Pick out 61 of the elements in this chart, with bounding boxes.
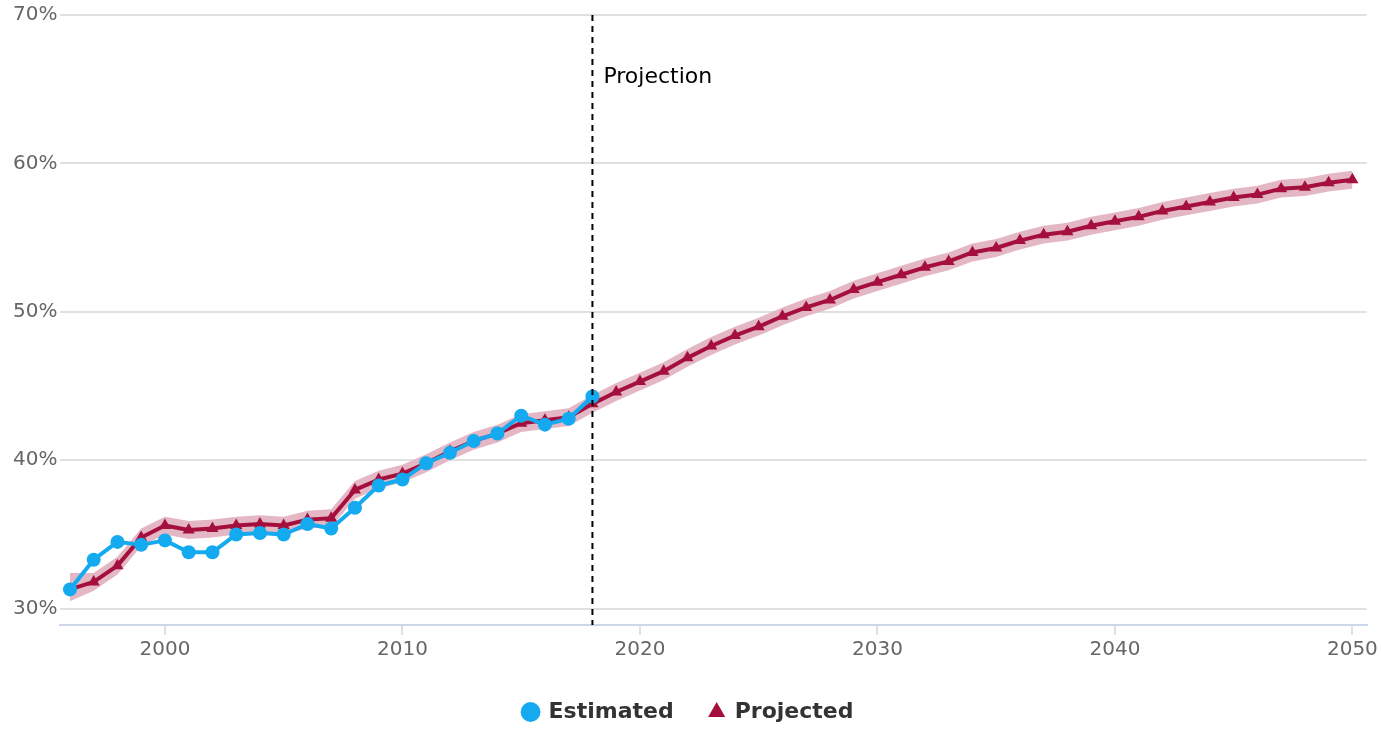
point bbox=[157, 533, 172, 548]
ref-line-label: Projection bbox=[603, 62, 713, 88]
point bbox=[181, 545, 196, 560]
point bbox=[1298, 180, 1311, 191]
point bbox=[134, 537, 149, 552]
point bbox=[206, 521, 219, 533]
point bbox=[371, 478, 386, 493]
point bbox=[1322, 175, 1335, 187]
point bbox=[895, 267, 908, 279]
point bbox=[1132, 209, 1145, 221]
point bbox=[86, 552, 101, 567]
point bbox=[942, 254, 955, 265]
y-tick-label: 30% bbox=[13, 594, 58, 619]
point bbox=[1346, 172, 1359, 184]
point bbox=[1037, 227, 1050, 239]
point bbox=[419, 456, 434, 471]
point bbox=[110, 534, 125, 549]
point bbox=[111, 558, 124, 570]
point bbox=[252, 525, 267, 540]
point bbox=[324, 521, 339, 536]
point bbox=[1275, 181, 1288, 193]
legend-label: Estimated bbox=[548, 697, 674, 723]
x-tick-label: 2020 bbox=[614, 636, 666, 661]
point bbox=[1227, 190, 1240, 202]
point bbox=[537, 417, 552, 432]
point bbox=[1156, 203, 1169, 215]
point bbox=[514, 408, 529, 423]
point bbox=[62, 582, 77, 597]
point bbox=[561, 411, 576, 426]
point bbox=[1180, 199, 1193, 210]
point bbox=[276, 527, 291, 542]
legend-label: Projected bbox=[734, 697, 854, 723]
point bbox=[1108, 214, 1121, 225]
y-tick-label: 40% bbox=[13, 446, 58, 471]
point bbox=[442, 445, 457, 460]
point bbox=[182, 523, 195, 534]
point bbox=[229, 527, 244, 542]
x-tick-label: 2000 bbox=[139, 636, 191, 661]
point bbox=[325, 511, 338, 522]
y-tick-label: 50% bbox=[13, 298, 58, 323]
point bbox=[1203, 195, 1216, 206]
point bbox=[347, 500, 362, 515]
point bbox=[823, 292, 836, 304]
point bbox=[990, 241, 1003, 252]
point bbox=[1251, 187, 1264, 199]
point bbox=[87, 574, 100, 586]
point bbox=[205, 545, 220, 560]
point bbox=[1085, 218, 1098, 230]
point bbox=[158, 518, 172, 530]
x-tick-label: 2050 bbox=[1326, 636, 1378, 661]
x-tick-label: 2040 bbox=[1089, 636, 1141, 661]
point bbox=[871, 275, 884, 286]
y-tick-label: 60% bbox=[13, 149, 58, 174]
x-tick-label: 2030 bbox=[851, 636, 903, 661]
point bbox=[395, 472, 410, 487]
y-tick-label: 70% bbox=[13, 1, 58, 26]
point bbox=[1061, 224, 1074, 236]
point bbox=[752, 319, 765, 331]
point bbox=[348, 482, 361, 494]
x-tick-label: 2010 bbox=[376, 636, 428, 661]
point bbox=[300, 517, 315, 532]
